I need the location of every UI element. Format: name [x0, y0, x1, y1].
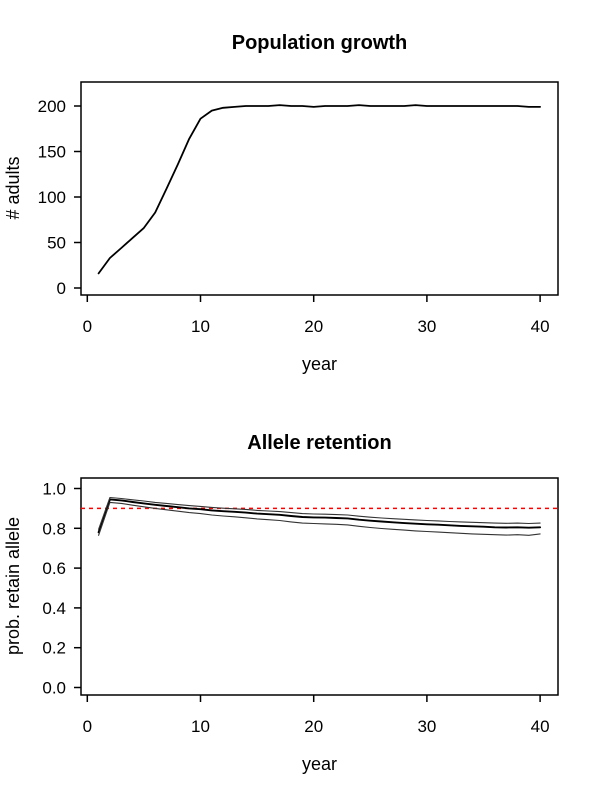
y-axis-tick-label: 200	[38, 97, 66, 116]
x-axis-tick-label: 30	[417, 317, 436, 336]
y-axis-tick-label: 0.2	[42, 639, 66, 658]
plot-box	[80, 81, 559, 296]
y-axis-tick-label: 100	[38, 188, 66, 207]
x-axis-tick-label: 40	[531, 317, 550, 336]
x-axis-tick-label: 10	[191, 717, 210, 736]
y-axis-tick-label: 0.4	[42, 599, 66, 618]
x-axis-tick-label: 0	[83, 717, 92, 736]
x-axis-tick-label: 40	[531, 717, 550, 736]
plot-box	[80, 477, 559, 696]
y-axis-tick-label: 0	[57, 279, 66, 298]
series-line-adults	[97, 104, 541, 275]
x-axis-tick-label: 30	[417, 717, 436, 736]
y-axis-tick-label: 1.0	[42, 480, 66, 499]
allele-x-axis-label: year	[301, 754, 337, 774]
x-axis-tick-label: 0	[83, 317, 92, 336]
population-chart-title: Population growth	[231, 32, 408, 54]
x-axis-tick-label: 10	[191, 317, 210, 336]
series-line-lower_ci	[98, 501, 541, 536]
y-axis-tick-label: 50	[47, 234, 66, 253]
allele-chart-title: Allele retention	[247, 432, 392, 454]
y-axis-tick-label: 0.6	[42, 559, 66, 578]
series-line-mean	[97, 498, 542, 534]
y-axis-tick-label: 150	[38, 143, 66, 162]
y-axis-tick-label: 0.8	[42, 519, 66, 538]
x-axis-tick-label: 20	[304, 717, 323, 736]
y-axis-tick-label: 0.0	[42, 679, 66, 698]
population-x-axis-label: year	[301, 354, 337, 374]
x-axis-tick-label: 20	[304, 317, 323, 336]
series-line-upper_ci	[98, 496, 541, 530]
